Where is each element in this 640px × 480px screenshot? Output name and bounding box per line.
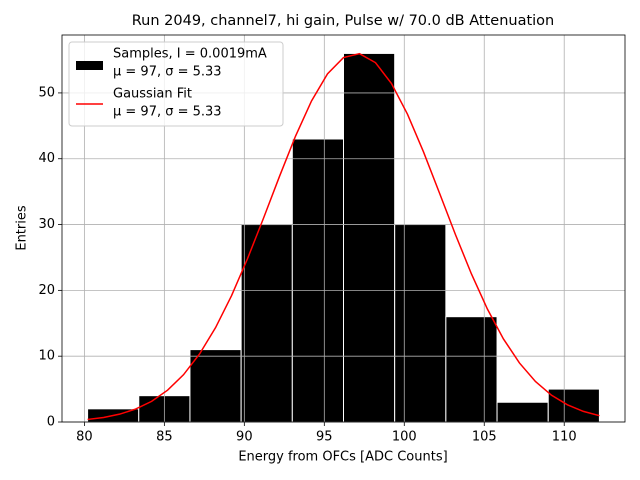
y-tick-label: 30 xyxy=(38,217,55,232)
x-tick-label: 85 xyxy=(156,430,173,445)
bar xyxy=(445,316,498,423)
fit-line xyxy=(87,52,600,421)
legend-stats: μ = 97, σ = 5.33 xyxy=(113,105,222,120)
x-tick-label: 90 xyxy=(236,430,253,445)
y-tick-label: 20 xyxy=(38,283,55,298)
bar xyxy=(189,349,242,423)
legend-swatch xyxy=(76,61,103,70)
legend-stats: μ = 97, σ = 5.33 xyxy=(113,65,222,80)
x-tick-label: 110 xyxy=(552,430,577,445)
bar xyxy=(394,224,447,423)
chart-title: Run 2049, channel7, hi gain, Pulse w/ 70… xyxy=(132,13,555,29)
legend-label: Gaussian Fit xyxy=(113,87,192,102)
x-tick-label: 95 xyxy=(316,430,333,445)
x-tick-label: 80 xyxy=(76,430,93,445)
legend-label: Samples, I = 0.0019mA xyxy=(113,47,267,62)
y-tick-label: 0 xyxy=(47,415,55,430)
x-axis-label: Energy from OFCs [ADC Counts] xyxy=(238,450,447,465)
y-tick-label: 40 xyxy=(38,151,55,166)
bar xyxy=(291,138,344,423)
x-tick-label: 105 xyxy=(472,430,497,445)
y-axis-label: Entries xyxy=(15,205,30,251)
plot-frame xyxy=(61,34,626,423)
bar xyxy=(343,52,396,423)
x-tick-label: 100 xyxy=(392,430,417,445)
bar xyxy=(496,401,549,423)
y-tick-label: 50 xyxy=(38,85,55,100)
legend-box xyxy=(68,41,284,127)
y-tick-label: 10 xyxy=(38,349,55,364)
bar xyxy=(547,388,600,423)
